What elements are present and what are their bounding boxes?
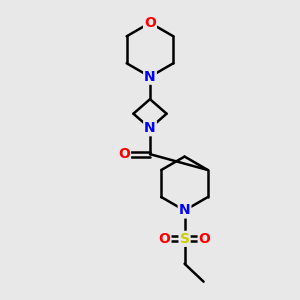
Text: N: N	[144, 121, 156, 135]
Text: S: S	[180, 232, 190, 246]
Text: O: O	[118, 147, 130, 161]
Text: N: N	[179, 203, 190, 218]
Text: O: O	[199, 232, 211, 246]
Text: N: N	[144, 70, 156, 84]
Text: O: O	[159, 232, 170, 246]
Text: O: O	[144, 16, 156, 30]
